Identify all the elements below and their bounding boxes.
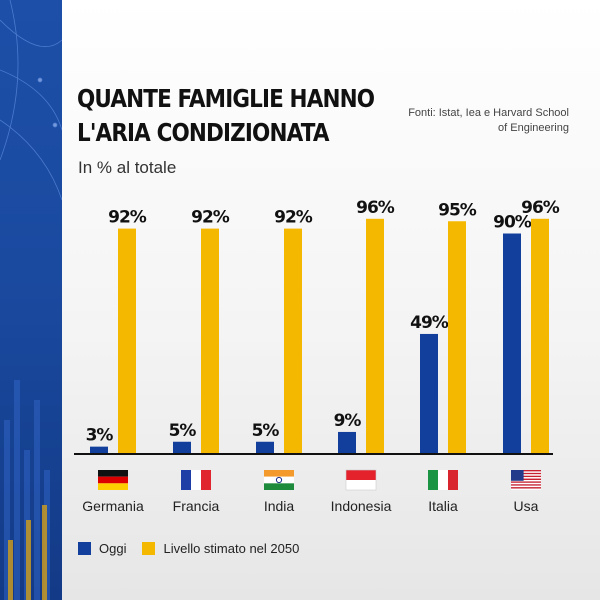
flag-stripe (264, 483, 294, 490)
flag-stripe (98, 476, 128, 484)
bar-2050-india (284, 228, 302, 454)
bar-2050-indonesia (366, 218, 384, 454)
bar-oggi-italia (420, 333, 438, 454)
category-label-francia: Francia (173, 498, 220, 514)
flag-stripe (428, 470, 438, 490)
data-label-oggi-indonesia: 9% (334, 411, 362, 431)
flag-stripe (448, 470, 458, 490)
legend-swatch-oggi (78, 542, 91, 555)
flag-wheel (275, 476, 283, 484)
data-label-2050-india: 92% (274, 208, 313, 228)
bar-2050-germania (118, 228, 136, 454)
flag-stripe (511, 474, 541, 476)
flag-india-icon (264, 470, 294, 490)
flag-indonesia-icon (345, 469, 377, 491)
bar-2050-francia (201, 228, 219, 454)
bar-oggi-germania (90, 446, 108, 454)
flag-stripe (511, 470, 541, 472)
flag-stripe (438, 470, 448, 490)
flag-usa-icon (511, 470, 541, 490)
flag-stripe (511, 475, 541, 478)
category-label-germania: Germania (82, 498, 144, 514)
chart-legend: Oggi Livello stimato nel 2050 (78, 541, 315, 556)
bar-2050-italia (448, 221, 466, 454)
data-label-2050-italia: 95% (438, 200, 477, 220)
data-label-oggi-india: 5% (252, 421, 280, 441)
flag-stripe (191, 470, 201, 490)
data-label-2050-indonesia: 96% (356, 198, 395, 218)
source-note: Fonti: Istat, Iea e Harvard School of En… (408, 107, 569, 134)
flag-stripe (264, 476, 294, 484)
bar-2050-usa (531, 218, 549, 454)
flag-stripe (346, 480, 376, 490)
flag-stripe (264, 470, 294, 477)
data-label-2050-germania: 92% (108, 208, 147, 228)
flag-italy-icon (428, 470, 458, 490)
flag-stripe (511, 484, 541, 486)
data-label-oggi-francia: 5% (169, 421, 197, 441)
flag-stripe (511, 488, 541, 490)
flag-stripe (511, 482, 541, 485)
flag-stripe (511, 487, 541, 489)
category-label-indonesia: Indonesia (331, 498, 392, 514)
category-label-italia: Italia (428, 498, 458, 514)
bar-oggi-usa (503, 233, 521, 454)
flag-stripe (511, 471, 541, 473)
legend-label-2050: Livello stimato nel 2050 (163, 541, 300, 556)
category-label-india: India (264, 498, 295, 514)
flag-canton (511, 470, 524, 481)
flag-germany-icon (98, 470, 128, 490)
category-label-usa: Usa (514, 498, 539, 514)
bar-oggi-india (256, 441, 274, 454)
legend-label-oggi: Oggi (99, 541, 127, 556)
flag-stripe (511, 472, 541, 475)
bar-oggi-francia (173, 441, 191, 454)
flag-stripe (201, 470, 211, 490)
chart-title: Quante famiglie hanno l'aria condizionat… (77, 84, 375, 147)
flag-stripe (346, 470, 376, 480)
decorative-background (0, 0, 62, 600)
flag-stripe (181, 470, 191, 490)
legend-item-2050: Livello stimato nel 2050 (142, 541, 299, 556)
flag-border (345, 469, 377, 491)
data-label-oggi-usa: 90% (493, 213, 532, 233)
flag-stripe (511, 477, 541, 479)
data-label-oggi-italia: 49% (410, 313, 449, 333)
flag-stripe (511, 478, 541, 480)
legend-item-oggi: Oggi (78, 541, 126, 556)
data-label-oggi-germania: 3% (86, 426, 114, 446)
flag-stripe (511, 481, 541, 483)
data-label-2050-usa: 96% (521, 198, 560, 218)
flag-stripe (511, 480, 541, 482)
data-label-2050-francia: 92% (191, 208, 230, 228)
flag-stripe (98, 483, 128, 490)
legend-swatch-2050 (142, 542, 156, 555)
chart-subtitle: In % al totale (78, 158, 177, 177)
bar-oggi-indonesia (338, 431, 356, 454)
flag-stripe (98, 470, 128, 477)
flag-france-icon (181, 470, 211, 490)
flag-stripe (511, 485, 541, 488)
